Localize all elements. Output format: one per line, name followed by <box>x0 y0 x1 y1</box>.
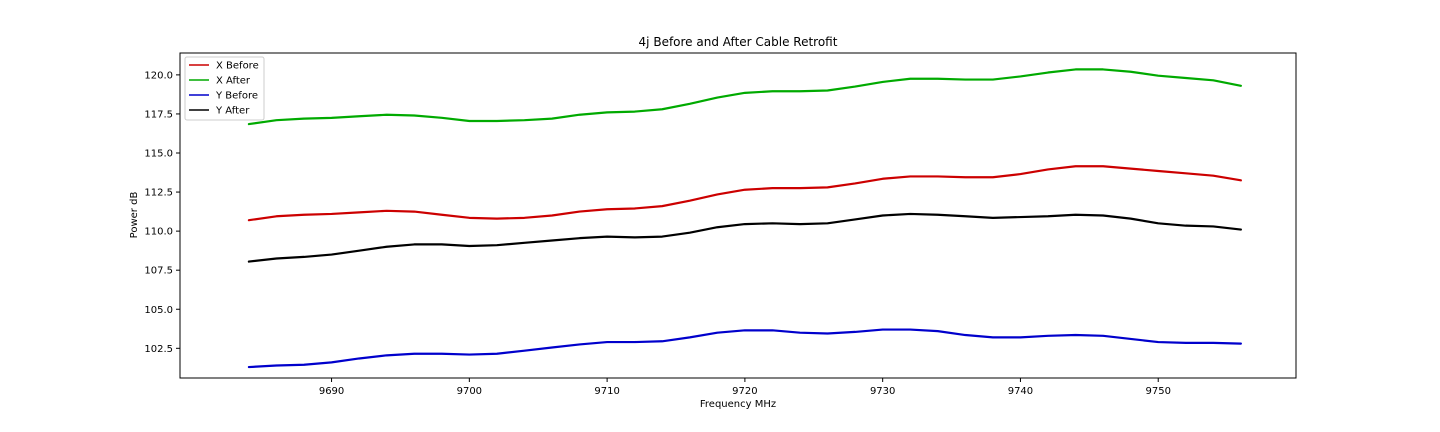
legend-label-y-after: Y After <box>215 106 250 117</box>
y-tick-label: 105.0 <box>144 305 173 316</box>
x-axis-label: Frequency MHz <box>700 399 776 410</box>
y-tick-label: 102.5 <box>144 344 173 355</box>
x-tick-label: 9750 <box>1145 386 1170 397</box>
legend-box <box>184 56 265 121</box>
series-line-x-after <box>247 68 1242 126</box>
y-tick-label: 120.0 <box>144 70 173 81</box>
x-tick-label: 9730 <box>870 386 895 397</box>
legend-label-x-after: X After <box>216 76 251 87</box>
y-tick-label: 107.5 <box>144 266 173 277</box>
plot-frame <box>179 52 1297 379</box>
x-tick-label: 9720 <box>732 386 757 397</box>
legend: X Before X After Y Before Y After <box>184 56 265 121</box>
x-tick-label: 9740 <box>1008 386 1033 397</box>
series-lines <box>247 68 1242 369</box>
y-axis-label: Power dB <box>129 192 140 239</box>
y-tick-label: 112.5 <box>144 188 173 199</box>
x-tick-label: 9710 <box>594 386 619 397</box>
y-tick-label: 117.5 <box>144 109 173 120</box>
y-axis: 102.5 105.0 107.5 110.0 112.5 115.0 117.5 120.0 <box>144 70 180 355</box>
y-tick-label: 115.0 <box>144 149 173 160</box>
legend-label-y-before: Y Before <box>215 91 258 102</box>
chart-title: 4j Before and After Cable Retrofit <box>639 35 838 49</box>
legend-label-x-before: X Before <box>216 61 259 72</box>
series-line-x-before <box>247 165 1242 222</box>
x-axis: 9690 9700 9710 9720 9730 9740 9750 <box>319 378 1171 397</box>
x-tick-label: 9690 <box>319 386 344 397</box>
series-line-y-after <box>247 212 1242 263</box>
y-tick-label: 110.0 <box>144 227 173 238</box>
x-tick-label: 9700 <box>457 386 482 397</box>
series-line-y-before <box>247 328 1242 369</box>
